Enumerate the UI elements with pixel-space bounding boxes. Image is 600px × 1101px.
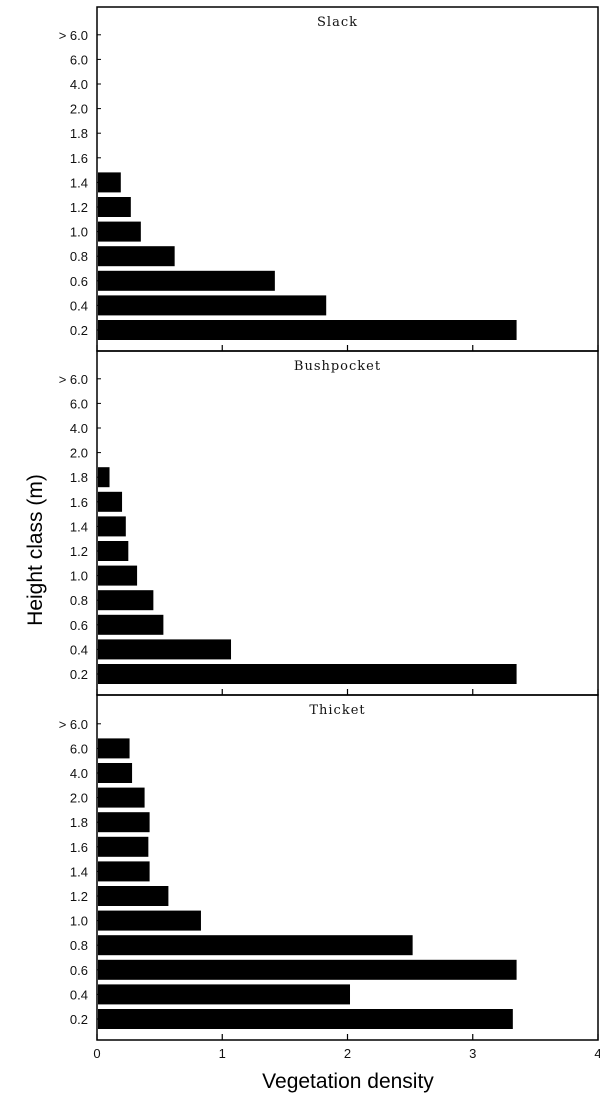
y-tick-label: 1.2	[70, 544, 88, 559]
panel-slack: Slack 0.2 0.4 0.6 0.8 1.0 1.2 1.4 1.6 1.8 2.0 4.0 6.…	[59, 6, 599, 352]
y-tick-label: > 6.0	[59, 372, 88, 387]
bar	[98, 664, 517, 684]
y-tick-label: 6.0	[70, 741, 88, 756]
bar	[98, 467, 110, 488]
y-tick-label: 2.0	[70, 791, 88, 806]
y-tick-label: > 6.0	[59, 717, 88, 732]
y-tick-label: 0.8	[70, 938, 88, 953]
y-tick-label: 0.6	[70, 618, 88, 633]
x-tick-label: 4	[594, 1046, 600, 1061]
bar	[98, 614, 164, 635]
y-tick-label: 0.4	[70, 298, 88, 313]
y-tick-label: 2.0	[70, 102, 88, 117]
bar	[98, 935, 413, 956]
bar	[98, 491, 123, 512]
y-tick-label: 1.2	[70, 200, 88, 215]
y-tick-label: 0.2	[70, 323, 88, 338]
bar	[98, 197, 131, 217]
bar	[98, 861, 150, 882]
panel-bushpocket: Bushpocket 0.2 0.4 0.6 0.8 1.0 1.2 1.4 1.6 1.8 2.0…	[59, 350, 599, 696]
bar	[98, 763, 133, 783]
bar	[98, 590, 154, 611]
panel-thicket: Thicket 0.2 0.4 0.6 0.8 1.0 1.2 1.4 1.6 1.8 2.0 4.0…	[59, 694, 599, 1041]
y-tick-label: 1.4	[70, 175, 88, 190]
y-tick-label: > 6.0	[59, 28, 88, 43]
x-tick-label: 3	[469, 1046, 476, 1061]
x-axis-title: Vegetation density	[262, 1070, 434, 1093]
panel-title: Slack	[317, 15, 358, 30]
bar	[98, 812, 150, 833]
y-tick-label: 1.6	[70, 840, 88, 855]
bar	[98, 984, 351, 1005]
y-tick-label: 1.4	[70, 519, 88, 534]
panel-title: Bushpocket	[294, 359, 381, 374]
y-tick-label: 1.8	[70, 126, 88, 141]
bar	[98, 836, 149, 857]
bar	[98, 565, 138, 586]
y-tick-label: 6.0	[70, 396, 88, 411]
y-tick-label: 4.0	[70, 77, 88, 92]
y-tick-label: 0.6	[70, 274, 88, 289]
bar	[98, 886, 169, 906]
x-tick-label: 0	[93, 1046, 100, 1061]
bar	[98, 910, 201, 931]
y-tick-label: 1.0	[70, 914, 88, 929]
y-tick-label: 1.0	[70, 225, 88, 240]
bar	[98, 541, 129, 561]
y-tick-label: 2.0	[70, 446, 88, 461]
bar	[98, 516, 126, 537]
bar	[98, 221, 141, 242]
y-tick-label: 1.4	[70, 864, 88, 879]
y-tick-label: 1.8	[70, 815, 88, 830]
y-tick-label: 1.6	[70, 151, 88, 166]
y-tick-label: 1.6	[70, 495, 88, 510]
y-tick-label: 4.0	[70, 766, 88, 781]
y-tick-label: 1.2	[70, 889, 88, 904]
panels-group: Slack 0.2 0.4 0.6 0.8 1.0 1.2 1.4 1.6 1.8 2.0 4.0 6.…	[59, 6, 599, 1041]
y-tick-label: 0.6	[70, 963, 88, 978]
bar	[98, 246, 175, 267]
bar	[98, 320, 517, 340]
panel-title: Thicket	[309, 703, 365, 718]
y-tick-label: 0.4	[70, 987, 88, 1002]
bar	[98, 738, 130, 759]
y-axis-title: Height class (m)	[24, 474, 47, 626]
y-tick-label: 0.2	[70, 1012, 88, 1027]
y-tick-label: 6.0	[70, 52, 88, 67]
bar	[98, 270, 275, 291]
y-tick-label: 0.2	[70, 667, 88, 682]
bar	[98, 639, 232, 660]
bar	[98, 295, 327, 316]
x-tick-label: 1	[219, 1046, 226, 1061]
y-tick-label: 0.8	[70, 593, 88, 608]
bar	[98, 959, 517, 980]
y-tick-label: 0.4	[70, 642, 88, 657]
bar	[98, 172, 121, 193]
y-tick-label: 1.0	[70, 569, 88, 584]
y-tick-label: 1.8	[70, 470, 88, 485]
bar	[98, 787, 145, 808]
x-axis: 0 1 2 3 4	[93, 1046, 600, 1061]
y-tick-label: 0.8	[70, 249, 88, 264]
x-tick-label: 2	[344, 1046, 351, 1061]
y-tick-label: 4.0	[70, 421, 88, 436]
bar	[98, 1009, 513, 1029]
